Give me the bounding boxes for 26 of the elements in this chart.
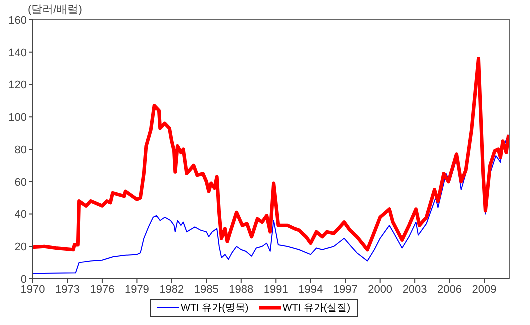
y-tick-label: 20 [14, 242, 27, 254]
x-tick-label: 1982 [160, 284, 184, 296]
legend-label: WTI 유가(명목) [181, 302, 249, 315]
x-tick-label: 1970 [20, 284, 46, 296]
x-tick-label: 1991 [264, 284, 288, 296]
y-tick-label: 140 [8, 47, 27, 60]
x-tick-label: 1988 [229, 284, 254, 296]
x-tick-label: 1997 [333, 284, 358, 296]
y-tick-label: 80 [14, 144, 27, 156]
x-tick-label: 1973 [55, 284, 80, 296]
x-tick-label: 2009 [472, 284, 497, 296]
x-tick-label: 1994 [298, 284, 324, 296]
y-tick-label: 40 [14, 209, 27, 222]
x-tick-label: 1976 [90, 284, 115, 296]
y-axis-title: (달러/배럴) [28, 3, 82, 17]
y-tick-label: 120 [8, 80, 27, 92]
y-tick-label: 60 [14, 176, 27, 189]
x-tick-label: 2006 [438, 284, 462, 296]
legend-label: WTI 유가(실질) [282, 302, 351, 315]
y-tick-label: 160 [8, 14, 27, 27]
x-tick-label: 1985 [194, 284, 219, 296]
y-tick-label: 100 [8, 112, 27, 124]
y-tick-label: 0 [20, 274, 27, 286]
x-tick-label: 2003 [402, 284, 428, 296]
x-tick-label: 1979 [124, 284, 150, 296]
x-tick-label: 2000 [368, 284, 393, 296]
